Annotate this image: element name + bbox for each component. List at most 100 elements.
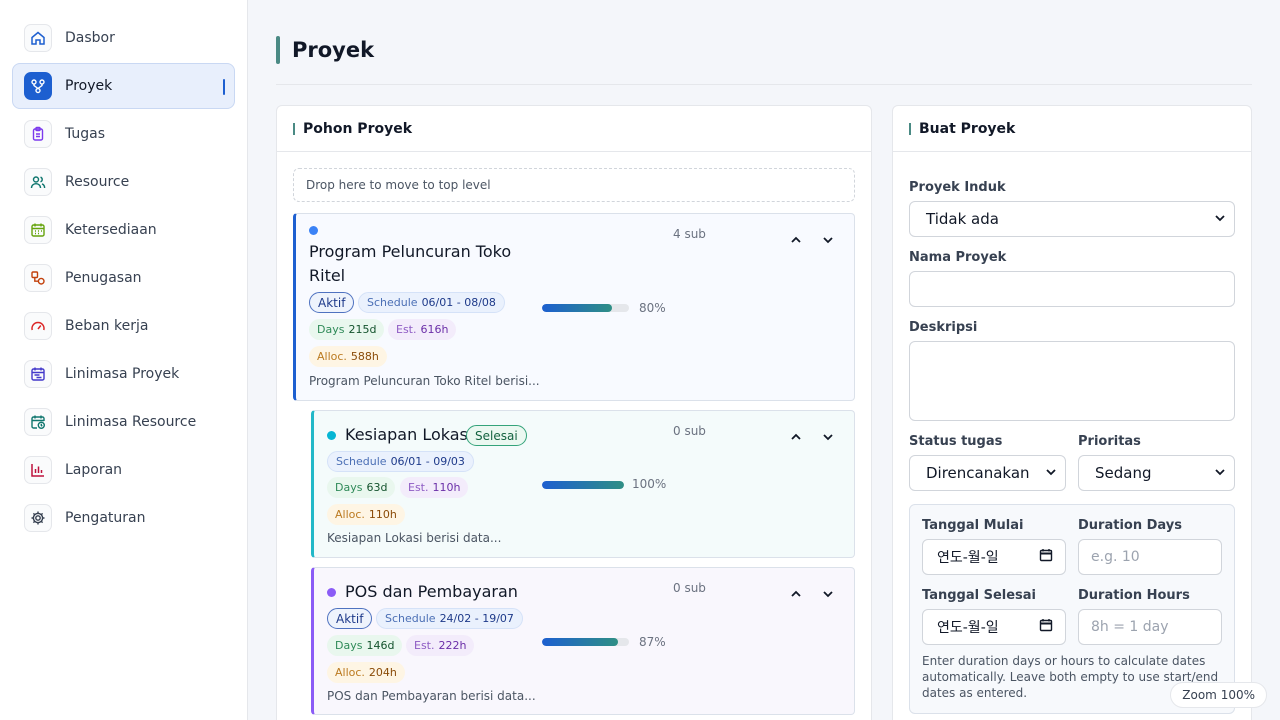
sidebar-item-label: Dasbor xyxy=(65,30,115,46)
page-title: Proyek xyxy=(292,38,375,62)
sidebar-item-resource[interactable]: Resource xyxy=(12,159,235,205)
allocation-label: Alloc. xyxy=(335,666,365,679)
resource-timeline-icon xyxy=(24,408,52,436)
move-up-button[interactable] xyxy=(789,430,803,444)
sidebar-item-ketersediaan[interactable]: Ketersediaan xyxy=(12,207,235,253)
description-label: Deskripsi xyxy=(909,320,978,335)
schedule-badge: Schedule 06/01 - 08/08 xyxy=(358,292,505,313)
schedule-label: Schedule xyxy=(367,296,418,309)
allocation-badge: Alloc. 588h xyxy=(309,346,387,367)
end-date-input[interactable]: 연도-월-일 xyxy=(922,609,1066,645)
status-badge: Aktif xyxy=(309,292,355,313)
project-name[interactable]: Program Peluncuran Toko Ritel xyxy=(309,242,512,285)
allocation-badge: Alloc. 110h xyxy=(327,504,405,525)
move-up-button[interactable] xyxy=(789,587,803,601)
estimate-badge: Est. 222h xyxy=(406,635,475,656)
end-date-value: 연도-월-일 xyxy=(937,620,999,636)
sidebar-item-linimasa-proyek[interactable]: Linimasa Proyek xyxy=(12,351,235,397)
schedule-badge: Schedule 06/01 - 09/03 xyxy=(327,451,474,472)
sidebar-item-label: Pengaturan xyxy=(65,510,146,526)
project-card[interactable]: POS dan Pembayaran 0 sub Aktif Schedule 2… xyxy=(311,567,855,715)
estimate-value: 222h xyxy=(438,639,467,652)
progress-fill xyxy=(542,304,612,312)
sidebar-item-dasbor[interactable]: Dasbor xyxy=(12,15,235,61)
project-description: POS dan Pembayaran berisi data... xyxy=(327,689,536,703)
progress-bar xyxy=(542,638,629,646)
project-card[interactable]: Kesiapan Lokasi Selesai 0 sub Schedule 06… xyxy=(311,410,855,558)
drop-zone-top-level[interactable]: Drop here to move to top level xyxy=(293,168,855,202)
start-date-label: Tanggal Mulai xyxy=(922,518,1024,533)
progress-percent: 87% xyxy=(639,635,666,649)
project-name[interactable]: POS dan Pembayaran xyxy=(345,582,518,601)
duration-hours-input[interactable]: 8h = 1 day xyxy=(1078,609,1222,645)
duration-helper-text: Enter duration days or hours to calculat… xyxy=(922,654,1219,700)
allocation-value: 110h xyxy=(368,508,397,521)
schedule-value: 24/02 - 19/07 xyxy=(439,612,514,625)
days-badge: Days 146d xyxy=(327,635,403,656)
progress-bar xyxy=(542,481,624,489)
sub-count: 4 sub xyxy=(673,227,706,241)
sidebar-item-label: Laporan xyxy=(65,462,123,478)
parent-project-select[interactable]: Tidak ada xyxy=(909,201,1235,237)
priority-label: Prioritas xyxy=(1078,434,1141,449)
task-status-select[interactable]: Direncanakan xyxy=(909,455,1066,491)
sidebar-item-beban-kerja[interactable]: Beban kerja xyxy=(12,303,235,349)
panel-accent xyxy=(293,122,295,135)
sidebar-item-label: Linimasa Proyek xyxy=(65,366,180,382)
sidebar-item-linimasa-resource[interactable]: Linimasa Resource xyxy=(12,399,235,445)
panel-title: Buat Proyek xyxy=(919,120,1016,137)
sidebar-item-penugasan[interactable]: Penugasan xyxy=(12,255,235,301)
move-up-button[interactable] xyxy=(789,233,803,247)
priority-select[interactable]: Sedang xyxy=(1078,455,1235,491)
panel-accent xyxy=(909,122,911,135)
clipboard-icon xyxy=(24,120,52,148)
days-badge: Days 215d xyxy=(309,319,385,340)
progress-percent: 100% xyxy=(632,477,667,491)
project-timeline-icon xyxy=(24,360,52,388)
sidebar-item-tugas[interactable]: Tugas xyxy=(12,111,235,157)
project-name[interactable]: Kesiapan Lokasi xyxy=(345,425,473,444)
allocation-value: 204h xyxy=(368,666,397,679)
zoom-indicator[interactable]: Zoom 100% xyxy=(1170,682,1267,708)
task-status-value: Direncanakan xyxy=(926,464,1030,482)
description-textarea[interactable] xyxy=(909,341,1235,421)
project-name-input[interactable] xyxy=(909,271,1235,307)
estimate-label: Est. xyxy=(414,639,435,652)
sidebar-item-proyek[interactable]: Proyek xyxy=(12,63,235,109)
duration-days-input[interactable]: e.g. 10 xyxy=(1078,539,1222,575)
project-color-dot xyxy=(309,226,318,235)
progress-fill xyxy=(542,481,624,489)
estimate-label: Est. xyxy=(396,323,417,336)
status-badge: Selesai xyxy=(466,425,527,446)
days-label: Days xyxy=(317,323,345,336)
panel-header: Pohon Proyek xyxy=(277,106,871,152)
sidebar-item-pengaturan[interactable]: Pengaturan xyxy=(12,495,235,541)
estimate-value: 616h xyxy=(420,323,449,336)
project-name-label: Nama Proyek xyxy=(909,250,1007,265)
days-badge: Days 63d xyxy=(327,477,396,498)
project-card[interactable]: Program Peluncuran Toko Ritel 4 sub Akti… xyxy=(293,213,855,401)
assignment-icon xyxy=(24,264,52,292)
move-down-button[interactable] xyxy=(821,430,835,444)
days-value: 63d xyxy=(366,481,388,494)
estimate-badge: Est. 110h xyxy=(400,477,469,498)
estimate-value: 110h xyxy=(432,481,461,494)
move-down-button[interactable] xyxy=(821,587,835,601)
sub-count: 0 sub xyxy=(673,581,706,595)
header-accent xyxy=(276,36,280,64)
project-color-dot xyxy=(327,431,336,440)
header-divider xyxy=(276,84,1252,85)
allocation-label: Alloc. xyxy=(317,350,347,363)
parent-project-label: Proyek Induk xyxy=(909,180,1006,195)
days-value: 146d xyxy=(366,639,395,652)
schedule-value: 06/01 - 09/03 xyxy=(390,455,465,468)
project-color-dot xyxy=(327,588,336,597)
chevron-down-icon xyxy=(1214,210,1226,228)
move-down-button[interactable] xyxy=(821,233,835,247)
sidebar-item-label: Proyek xyxy=(65,78,113,94)
sidebar-item-label: Resource xyxy=(65,174,130,190)
start-date-input[interactable]: 연도-월-일 xyxy=(922,539,1066,575)
sidebar-item-laporan[interactable]: Laporan xyxy=(12,447,235,493)
project-tree-panel: Pohon Proyek Drop here to move to top le… xyxy=(276,105,872,720)
priority-value: Sedang xyxy=(1095,464,1152,482)
